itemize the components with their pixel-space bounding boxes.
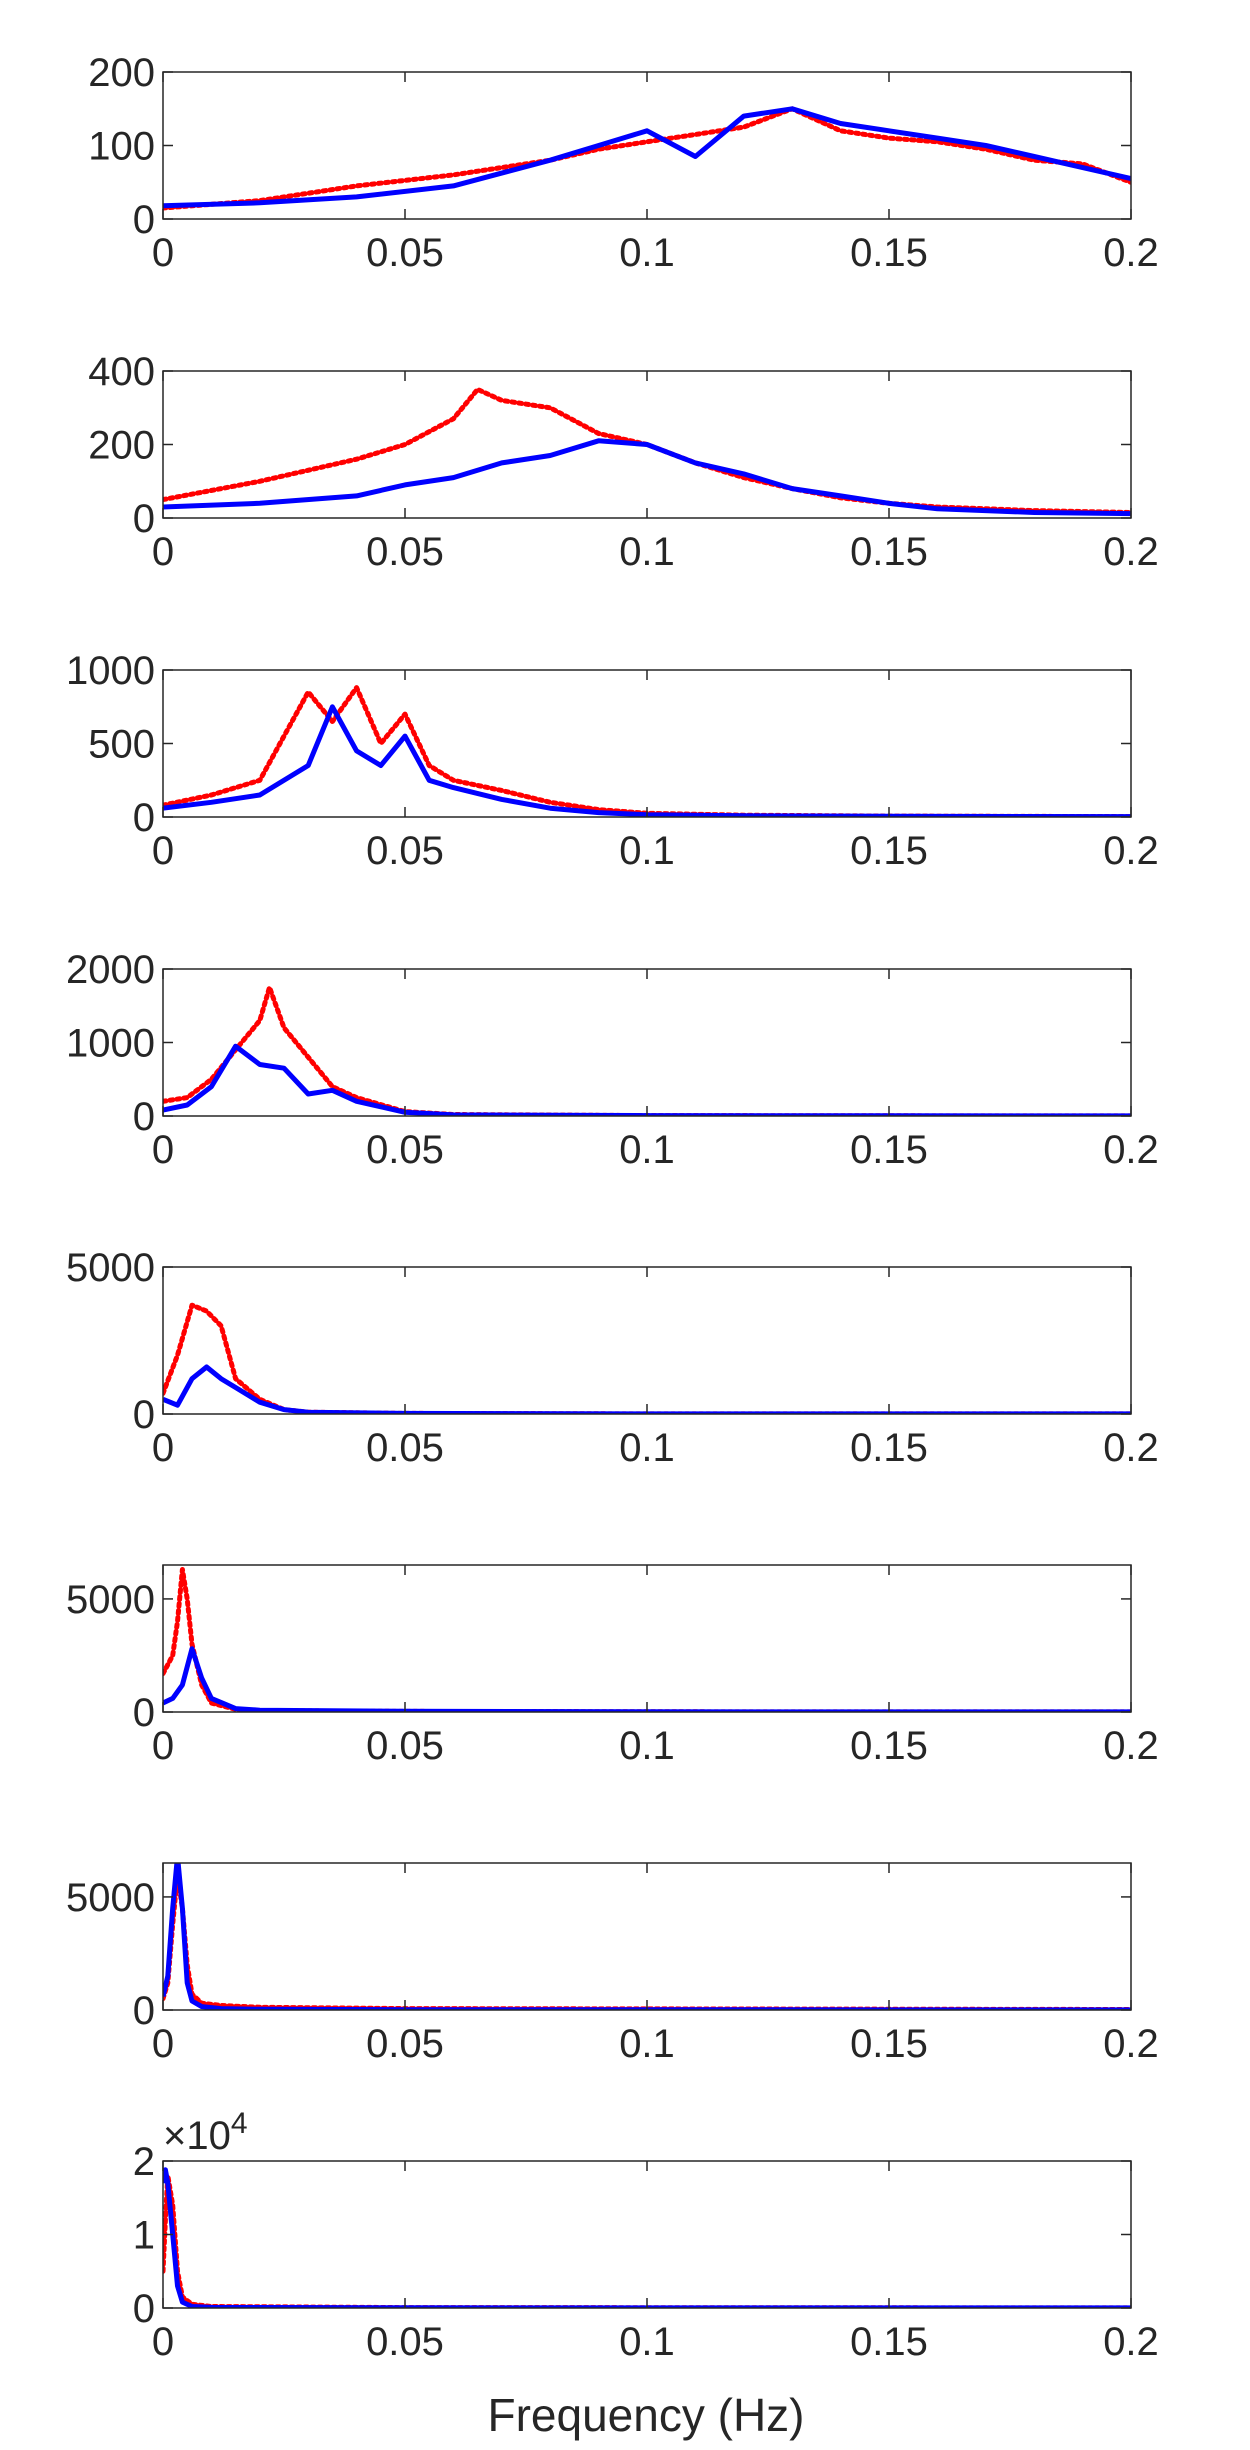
- x-tick-label: 0.1: [619, 2320, 675, 2364]
- subplot-1: 0 0.05 0.1 0.15 0.2 0 100 200: [88, 51, 1159, 275]
- x-tick-label: 0.05: [366, 231, 444, 275]
- subplot-2: 0 0.05 0.1 0.15 0.2 0 200 400: [88, 350, 1159, 574]
- x-tick-label: 0: [152, 1426, 174, 1470]
- y-tick-label: 0: [133, 497, 155, 541]
- x-tick-label: 0.05: [366, 1724, 444, 1768]
- series-line-dotted-red: [163, 1871, 1131, 2010]
- x-tick-label: 0.15: [850, 231, 928, 275]
- x-tick-label: 0.2: [1103, 2320, 1159, 2364]
- subplot-3: 0 0.05 0.1 0.15 0.2 0 500 1000: [66, 649, 1159, 873]
- series-line-dotted-red: [163, 2173, 1131, 2308]
- y-exponent-label: ×104: [163, 2107, 248, 2158]
- x-tick-label: 0: [152, 530, 174, 574]
- x-tick-label: 0.15: [850, 2320, 928, 2364]
- x-tick-label: 0.15: [850, 1128, 928, 1172]
- y-tick-label: 200: [88, 424, 155, 468]
- y-tick-label: 0: [133, 1095, 155, 1139]
- series-line-dotted-red: [163, 1567, 1131, 1712]
- x-tick-label: 0.1: [619, 2022, 675, 2066]
- x-tick-label: 0.15: [850, 1426, 928, 1470]
- x-tick-label: 0.15: [850, 2022, 928, 2066]
- x-tick-label: 0.15: [850, 1724, 928, 1768]
- series-line-solid-blue: [163, 2167, 1131, 2308]
- x-tick-label: 0.05: [366, 2320, 444, 2364]
- x-tick-label: 0.1: [619, 231, 675, 275]
- series-group: [163, 1863, 1131, 2010]
- subplot-6: 0 0.05 0.1 0.15 0.2 0 5000: [66, 1564, 1159, 1768]
- series-group: [163, 1302, 1131, 1414]
- x-tick-label: 0.1: [619, 530, 675, 574]
- x-tick-label: 0.1: [619, 829, 675, 873]
- y-tick-label: 0: [133, 1989, 155, 2033]
- y-tick-label: 1: [133, 2214, 155, 2258]
- y-tick-label: 500: [88, 723, 155, 767]
- y-tick-label: 400: [88, 350, 155, 394]
- series-line-solid-blue: [163, 106, 1131, 209]
- series-line-solid-blue: [163, 438, 1131, 517]
- x-tick-label: 0: [152, 2320, 174, 2364]
- x-tick-label: 0.2: [1103, 231, 1159, 275]
- axes-box: [162, 1564, 1132, 1713]
- series-group: [163, 386, 1131, 517]
- x-tick-label: 0: [152, 231, 174, 275]
- x-tick-label: 0.15: [850, 829, 928, 873]
- y-tick-label: 0: [133, 796, 155, 840]
- series-line-dotted-red: [163, 386, 1131, 515]
- x-tick-label: 0.05: [366, 829, 444, 873]
- axes-box: [162, 1266, 1132, 1415]
- y-tick-label: 5000: [66, 1246, 155, 1290]
- y-exponent-power: 4: [231, 2107, 248, 2140]
- x-tick-label: 0: [152, 1724, 174, 1768]
- y-tick-label: 0: [133, 2287, 155, 2331]
- x-tick-label: 0.05: [366, 2022, 444, 2066]
- x-tick-label: 0.2: [1103, 530, 1159, 574]
- x-tick-label: 0.05: [366, 530, 444, 574]
- x-tick-label: 0.2: [1103, 1724, 1159, 1768]
- x-tick-label: 0.05: [366, 1426, 444, 1470]
- y-tick-label: 0: [133, 1691, 155, 1735]
- axes-box: [162, 2160, 1132, 2309]
- series-line-solid-blue: [163, 704, 1131, 817]
- y-tick-label: 5000: [66, 1876, 155, 1920]
- x-tick-label: 0.1: [619, 1724, 675, 1768]
- subplot-5: 0 0.05 0.1 0.15 0.2 0 5000: [66, 1246, 1159, 1470]
- y-tick-label: 100: [88, 125, 155, 169]
- x-tick-label: 0: [152, 829, 174, 873]
- y-tick-label: 0: [133, 1393, 155, 1437]
- series-line-solid-blue: [163, 1863, 1131, 2010]
- x-tick-label: 0.1: [619, 1128, 675, 1172]
- y-tick-label: 0: [133, 198, 155, 242]
- subplot-7: 0 0.05 0.1 0.15 0.2 0 5000: [66, 1862, 1159, 2066]
- series-group: [163, 2167, 1131, 2308]
- y-tick-label: 2: [133, 2140, 155, 2184]
- y-tick-label: 1000: [66, 1022, 155, 1066]
- x-tick-label: 0: [152, 2022, 174, 2066]
- y-tick-label: 5000: [66, 1578, 155, 1622]
- x-tick-label: 0.2: [1103, 829, 1159, 873]
- y-tick-label: 1000: [66, 649, 155, 693]
- series-line-dotted-red: [163, 685, 1131, 817]
- series-group: [163, 106, 1131, 211]
- subplot-4: 0 0.05 0.1 0.15 0.2 0 1000 2000: [66, 948, 1159, 1172]
- x-axis-label: Frequency (Hz): [488, 2389, 805, 2441]
- series-group: [163, 984, 1131, 1116]
- x-tick-label: 0.2: [1103, 1128, 1159, 1172]
- subplot-8: 0 0.05 0.1 0.15 0.2 0 1 2×104: [133, 2107, 1159, 2364]
- series-group: [163, 1567, 1131, 1712]
- y-tick-label: 200: [88, 51, 155, 95]
- x-tick-label: 0.15: [850, 530, 928, 574]
- series-group: [163, 685, 1131, 817]
- x-tick-label: 0.2: [1103, 1426, 1159, 1470]
- x-tick-label: 0.1: [619, 1426, 675, 1470]
- x-tick-label: 0: [152, 1128, 174, 1172]
- series-line-dotted-red: [163, 1302, 1131, 1414]
- x-tick-label: 0.2: [1103, 2022, 1159, 2066]
- series-line-dotted-red: [163, 106, 1131, 211]
- x-tick-label: 0.05: [366, 1128, 444, 1172]
- axes-box: [162, 1862, 1132, 2011]
- series-line-dotted-red: [163, 984, 1131, 1116]
- y-tick-label: 2000: [66, 948, 155, 992]
